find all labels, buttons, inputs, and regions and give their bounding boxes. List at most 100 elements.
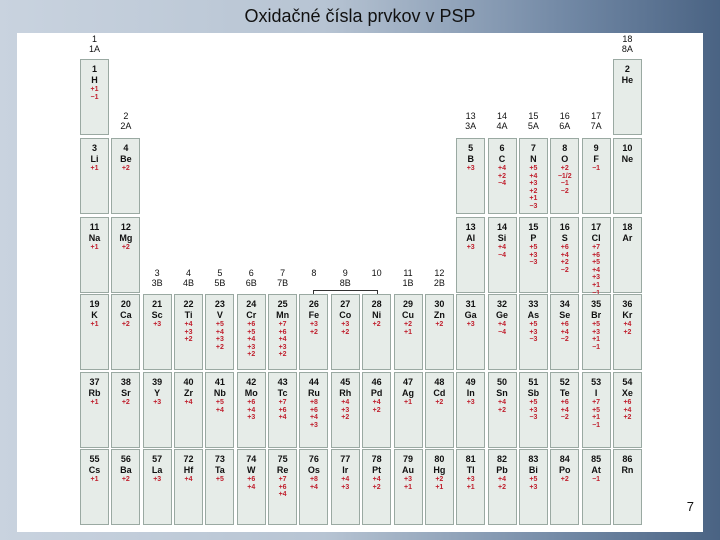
group-header: 12 2B [425, 268, 454, 288]
oxidation-states: +6 +4 −2 [560, 399, 569, 422]
atomic-number: 36 [622, 299, 633, 309]
group-number: 4 [186, 268, 192, 278]
element-symbol: C [498, 154, 506, 164]
element-symbol: Nb [213, 388, 226, 398]
atomic-number: 55 [89, 454, 100, 464]
oxidation-states: +6 +4 +2 −2 [560, 244, 569, 274]
oxidation-states: +2 −1/2 −1 −2 [557, 165, 572, 195]
group-number: 18 [622, 34, 633, 44]
element-cell-au: 79 Au +3 +1 [393, 449, 423, 525]
element-symbol: Br [591, 310, 602, 320]
element-symbol: Al [466, 233, 476, 243]
group-label: 7A [590, 121, 602, 131]
element-symbol: Cr [246, 310, 257, 320]
element-symbol: Ta [214, 465, 225, 475]
element-cell-fe: 26 Fe +3 +2 [299, 294, 329, 370]
atomic-number: 21 [152, 299, 163, 309]
oxidation-states: +2 +1 [404, 321, 412, 336]
group-label: 4A [496, 121, 508, 131]
atomic-number: 23 [214, 299, 225, 309]
atomic-number: 39 [152, 377, 163, 387]
element-symbol: Cu [402, 310, 414, 320]
atomic-number: 18 [622, 222, 633, 232]
oxidation-states: +3 [466, 321, 475, 328]
oxidation-states: +3 +1 [466, 476, 475, 491]
oxidation-states: +4 +2 [498, 399, 507, 414]
oxidation-states: +3 +2 [309, 321, 318, 336]
element-symbol: V [216, 310, 223, 320]
element-cell-ru: 44 Ru +8 +6 +4 +3 [299, 372, 329, 448]
oxidation-states: +6 +4 [247, 476, 256, 491]
element-cell-at: 85 At −1 [581, 449, 611, 525]
group-label: 8A [621, 44, 633, 54]
element-symbol: At [591, 465, 601, 475]
element-symbol: B [467, 154, 474, 164]
element-cell-zr: 40 Zr +4 [174, 372, 204, 448]
element-symbol: In [466, 388, 475, 398]
page-number: 7 [686, 499, 694, 514]
atomic-number: 24 [246, 299, 257, 309]
oxidation-states: +6 +4 +3 [247, 399, 256, 422]
oxidation-states: +4 +2 [372, 476, 381, 491]
atomic-number: 34 [559, 299, 570, 309]
atomic-number: 46 [371, 377, 382, 387]
element-symbol: Y [154, 388, 161, 398]
group-header: 4 4B [174, 268, 203, 288]
element-symbol: Ar [622, 233, 633, 243]
atomic-number: 72 [183, 454, 194, 464]
atomic-number: 83 [528, 454, 539, 464]
element-cell-ar: 18 Ar [612, 217, 642, 293]
oxidation-states: +4 +3 +2 [341, 399, 350, 422]
group-8b-bracket [313, 290, 379, 295]
oxidation-states: +4 +2 [498, 476, 507, 491]
group-label: 6B [245, 278, 257, 288]
oxidation-states: +2 [435, 321, 444, 328]
group-label: 1B [402, 278, 414, 288]
group-number: 8 [311, 268, 317, 278]
oxidation-states: +5 +3 [529, 476, 538, 491]
oxidation-states: +7 +5 +1 −1 [592, 399, 601, 429]
element-symbol: Ni [372, 310, 382, 320]
group-header: 15 5A [519, 111, 548, 131]
element-cell-tl: 81 Tl +3 +1 [456, 449, 486, 525]
oxidation-states: +1 [90, 244, 99, 251]
group-number: 11 [403, 268, 413, 278]
oxidation-states: +5 +3 +1 −1 [592, 321, 601, 351]
group-number: 6 [248, 268, 254, 278]
atomic-number: 19 [89, 299, 100, 309]
atomic-number: 82 [497, 454, 508, 464]
group-number: 10 [371, 268, 382, 278]
atomic-number: 84 [559, 454, 570, 464]
group-label: 3B [151, 278, 163, 288]
element-symbol: He [621, 75, 634, 85]
oxidation-states: +1 −1 [90, 86, 99, 101]
atomic-number: 27 [340, 299, 351, 309]
group-header: 10 [362, 268, 391, 278]
atomic-number: 86 [622, 454, 633, 464]
group-number: 17 [591, 111, 602, 121]
element-symbol: Ag [402, 388, 414, 398]
element-cell-ca: 20 Ca +2 [111, 294, 141, 370]
element-cell-ir: 77 Ir +4 +3 [330, 449, 360, 525]
element-symbol: Xe [621, 388, 633, 398]
oxidation-states: +7 +6 +4 [278, 399, 287, 422]
atomic-number: 20 [120, 299, 131, 309]
element-symbol: Ge [496, 310, 509, 320]
element-symbol: Hg [433, 465, 446, 475]
group-header: 9 8B [331, 268, 360, 288]
element-cell-h: 1 H +1 −1 [80, 59, 109, 135]
atomic-number: 35 [591, 299, 602, 309]
atomic-number: 44 [308, 377, 319, 387]
atomic-number: 3 [91, 143, 97, 153]
element-cell-k: 19 K +1 [80, 294, 109, 370]
element-cell-n: 7 N +5 +4 +3 +2 +1 −3 [518, 138, 548, 214]
atomic-number: 54 [622, 377, 633, 387]
atomic-number: 50 [497, 377, 508, 387]
group-label: 2A [120, 121, 132, 131]
atomic-number: 57 [152, 454, 163, 464]
oxidation-states: +2 [372, 321, 381, 328]
element-symbol: Rn [621, 465, 634, 475]
element-cell-as: 33 As +5 +3 −3 [518, 294, 548, 370]
atomic-number: 31 [465, 299, 476, 309]
